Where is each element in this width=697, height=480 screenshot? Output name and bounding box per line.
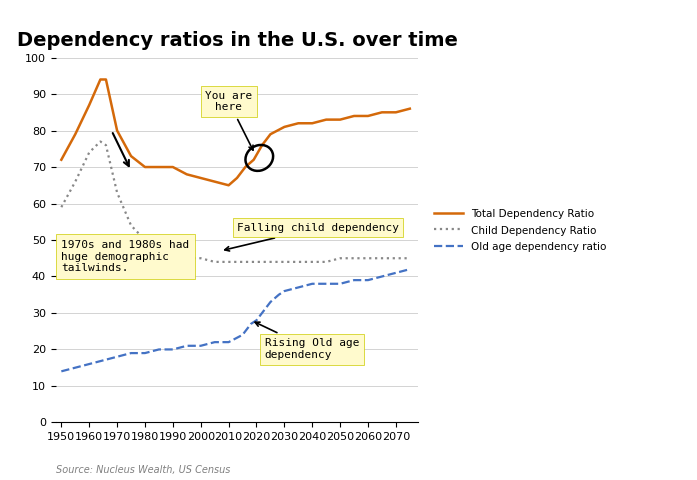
Total Dependency Ratio — [294, 120, 302, 126]
Old age dependency ratio — [258, 310, 266, 316]
Text: You are
here: You are here — [205, 91, 253, 150]
Total Dependency Ratio — [113, 128, 121, 133]
Child Dependency Ratio — [102, 142, 110, 148]
Total Dependency Ratio — [350, 113, 358, 119]
Legend: Total Dependency Ratio, Child Dependency Ratio, Old age dependency ratio: Total Dependency Ratio, Child Dependency… — [434, 209, 606, 252]
Total Dependency Ratio — [280, 124, 289, 130]
Total Dependency Ratio — [241, 164, 250, 170]
Old age dependency ratio — [275, 292, 283, 298]
Old age dependency ratio — [155, 347, 163, 352]
Total Dependency Ratio — [155, 164, 163, 170]
Text: 1970s and 1980s had
huge demographic
tailwinds.: 1970s and 1980s had huge demographic tai… — [61, 240, 190, 273]
Child Dependency Ratio — [406, 255, 414, 261]
Old age dependency ratio — [266, 299, 275, 305]
Old age dependency ratio — [127, 350, 135, 356]
Total Dependency Ratio — [406, 106, 414, 111]
Old age dependency ratio — [85, 361, 93, 367]
Child Dependency Ratio — [169, 252, 177, 257]
Old age dependency ratio — [350, 277, 358, 283]
Child Dependency Ratio — [96, 139, 105, 144]
Child Dependency Ratio — [378, 255, 386, 261]
Old age dependency ratio — [308, 281, 316, 287]
Old age dependency ratio — [57, 369, 66, 374]
Child Dependency Ratio — [141, 237, 149, 243]
Total Dependency Ratio — [71, 132, 79, 137]
Old age dependency ratio — [238, 332, 247, 338]
Text: Falling child dependency: Falling child dependency — [224, 223, 399, 251]
Child Dependency Ratio — [197, 255, 205, 261]
Total Dependency Ratio — [233, 175, 241, 181]
Total Dependency Ratio — [266, 132, 275, 137]
Total Dependency Ratio — [197, 175, 205, 181]
Total Dependency Ratio — [102, 77, 110, 83]
Old age dependency ratio — [169, 347, 177, 352]
Old age dependency ratio — [378, 274, 386, 279]
Child Dependency Ratio — [322, 259, 330, 265]
Old age dependency ratio — [294, 285, 302, 290]
Text: Rising Old age
dependency: Rising Old age dependency — [255, 322, 360, 360]
Child Dependency Ratio — [294, 259, 302, 265]
Old age dependency ratio — [113, 354, 121, 360]
Child Dependency Ratio — [57, 204, 66, 210]
Child Dependency Ratio — [252, 259, 261, 265]
Line: Child Dependency Ratio: Child Dependency Ratio — [61, 142, 410, 262]
Child Dependency Ratio — [155, 248, 163, 254]
Old age dependency ratio — [71, 365, 79, 371]
Total Dependency Ratio — [57, 157, 66, 163]
Child Dependency Ratio — [85, 150, 93, 156]
Old age dependency ratio — [99, 358, 107, 363]
Old age dependency ratio — [252, 317, 261, 323]
Child Dependency Ratio — [238, 259, 247, 265]
Child Dependency Ratio — [71, 179, 79, 184]
Child Dependency Ratio — [127, 223, 135, 228]
Child Dependency Ratio — [266, 259, 275, 265]
Child Dependency Ratio — [336, 255, 344, 261]
Child Dependency Ratio — [364, 255, 372, 261]
Old age dependency ratio — [224, 339, 233, 345]
Child Dependency Ratio — [210, 259, 219, 265]
Total Dependency Ratio — [336, 117, 344, 122]
Total Dependency Ratio — [392, 109, 400, 115]
Child Dependency Ratio — [113, 190, 121, 195]
Total Dependency Ratio — [210, 179, 219, 184]
Total Dependency Ratio — [96, 77, 105, 83]
Total Dependency Ratio — [127, 153, 135, 159]
Old age dependency ratio — [406, 266, 414, 272]
Child Dependency Ratio — [350, 255, 358, 261]
Child Dependency Ratio — [392, 255, 400, 261]
Old age dependency ratio — [336, 281, 344, 287]
Old age dependency ratio — [197, 343, 205, 348]
Old age dependency ratio — [183, 343, 191, 348]
Total Dependency Ratio — [141, 164, 149, 170]
Old age dependency ratio — [322, 281, 330, 287]
Child Dependency Ratio — [183, 255, 191, 261]
Total Dependency Ratio — [250, 157, 258, 163]
Old age dependency ratio — [392, 270, 400, 276]
Title: Dependency ratios in the U.S. over time: Dependency ratios in the U.S. over time — [17, 32, 457, 50]
Line: Total Dependency Ratio: Total Dependency Ratio — [61, 80, 410, 185]
Total Dependency Ratio — [378, 109, 386, 115]
Total Dependency Ratio — [183, 171, 191, 177]
Old age dependency ratio — [247, 321, 255, 327]
Child Dependency Ratio — [308, 259, 316, 265]
Line: Old age dependency ratio: Old age dependency ratio — [61, 269, 410, 372]
Text: Source: Nucleus Wealth, US Census: Source: Nucleus Wealth, US Census — [56, 465, 230, 475]
Total Dependency Ratio — [308, 120, 316, 126]
Old age dependency ratio — [141, 350, 149, 356]
Total Dependency Ratio — [224, 182, 233, 188]
Old age dependency ratio — [210, 339, 219, 345]
Total Dependency Ratio — [364, 113, 372, 119]
Old age dependency ratio — [280, 288, 289, 294]
Total Dependency Ratio — [322, 117, 330, 122]
Total Dependency Ratio — [258, 142, 266, 148]
Child Dependency Ratio — [224, 259, 233, 265]
Child Dependency Ratio — [280, 259, 289, 265]
Total Dependency Ratio — [169, 164, 177, 170]
Total Dependency Ratio — [85, 102, 93, 108]
Old age dependency ratio — [364, 277, 372, 283]
